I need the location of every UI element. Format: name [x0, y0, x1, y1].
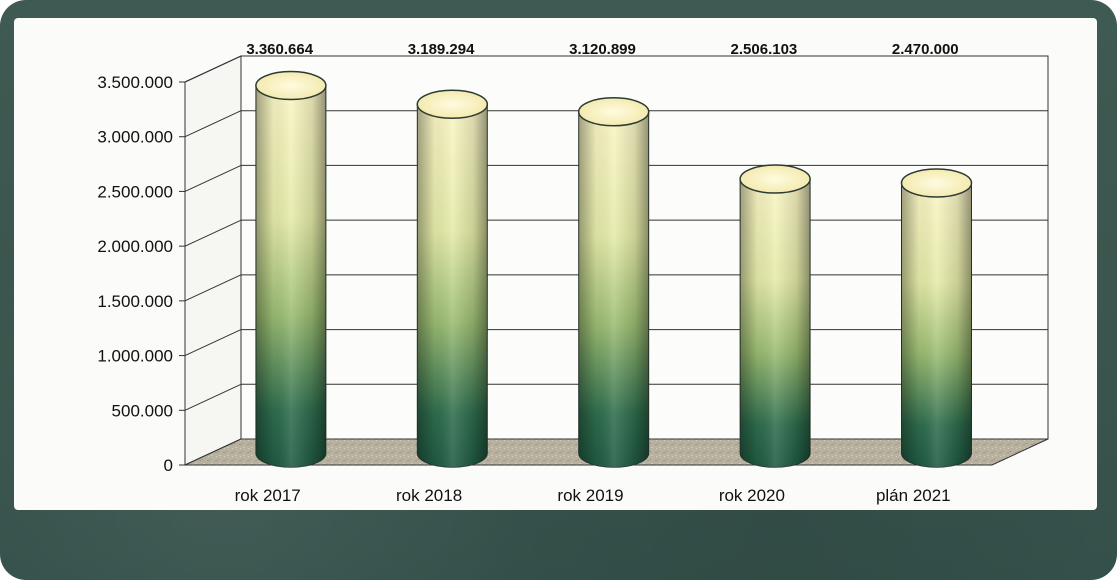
bar-cylinder [416, 89, 489, 468]
y-tick-label: 2.500.000 [97, 182, 173, 201]
value-label: 3.189.294 [408, 41, 475, 58]
bar-cylinder [255, 70, 327, 468]
side-wall [184, 55, 242, 466]
bar-shade [901, 183, 972, 468]
gridline-side [184, 219, 242, 247]
y-tick-label: 500.000 [112, 401, 173, 420]
bar-cylinder [577, 97, 650, 468]
bar-shade [255, 85, 326, 468]
value-label: 2.470.000 [892, 41, 959, 58]
bars [255, 70, 973, 468]
gridline-side [184, 329, 242, 357]
y-tick-label: 3.500.000 [97, 73, 173, 92]
x-category-label: rok 2020 [719, 486, 785, 505]
bar-cap [900, 168, 973, 198]
bar-shade [417, 104, 488, 468]
x-category-label: plán 2021 [876, 486, 951, 505]
y-tick-label: 1.500.000 [97, 292, 173, 311]
gridline-side [184, 383, 242, 411]
cylinder-bar-chart: 0 500.000 1.000.000 1.500.000 2.000.000 2.500… [97, 41, 1049, 505]
gridline-side [184, 110, 242, 138]
y-tick-label: 0 [164, 456, 173, 475]
chart-panel: 0 500.000 1.000.000 1.500.000 2.000.000 2.500… [14, 18, 1097, 510]
value-label: 2.506.103 [731, 41, 798, 58]
bar-cap [416, 89, 489, 120]
x-category-label: rok 2019 [557, 486, 623, 505]
y-axis-ticks: 0 500.000 1.000.000 1.500.000 2.000.000 2.500… [97, 73, 186, 475]
bar-cap [577, 97, 650, 127]
y-tick-label: 2.000.000 [97, 237, 173, 256]
y-tick-label: 3.000.000 [97, 128, 173, 147]
bar-shade [740, 179, 811, 468]
x-category-label: rok 2018 [396, 486, 462, 505]
x-category-label: rok 2017 [235, 486, 301, 505]
bar-cylinder [900, 168, 973, 468]
bar-cap [739, 164, 811, 194]
bar-cylinder [739, 164, 811, 468]
value-label: 3.360.664 [246, 41, 313, 58]
gridline-side [184, 164, 242, 192]
x-axis-categories: rok 2017 rok 2018 rok 2019 rok 2020 plán 202… [235, 486, 951, 505]
value-label: 3.120.899 [569, 41, 636, 58]
gridline-side [184, 274, 242, 302]
y-tick-label: 1.000.000 [97, 347, 173, 366]
bar-shade [578, 111, 649, 468]
value-labels: 3.360.664 3.189.294 3.120.899 2.506.103 2.47… [246, 41, 958, 58]
bar-cap [255, 70, 327, 101]
gridline-side [184, 55, 242, 83]
